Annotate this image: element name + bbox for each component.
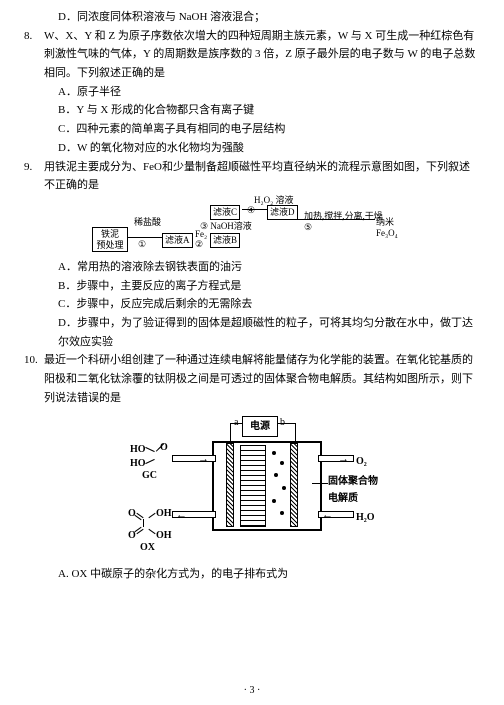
d1-label-naoh: ③ NaOH溶液 bbox=[200, 221, 252, 232]
q9-option-d: D．步骤中，为了验证得到的固体是超顺磁性的粒子，可将其均匀分散在水中，做丁达尔效… bbox=[24, 314, 480, 351]
q9-number: 9. bbox=[24, 158, 44, 195]
d2-gc-o: O bbox=[160, 439, 168, 456]
q9-flow-diagram: 铁泥 预处理 稀盐酸 ① 滤液A Fe₂ ② 滤液B 滤液C ④ H₂O₂ 溶液… bbox=[92, 199, 412, 254]
d2-membrane bbox=[240, 445, 266, 527]
d2-pipe-gc-in bbox=[172, 455, 216, 462]
d2-solid-line bbox=[312, 483, 328, 484]
q8-option-b: B．Y 与 X 形成的化合物都只含有离子键 bbox=[24, 101, 480, 120]
arrow-icon: ← bbox=[176, 506, 187, 525]
q9-stem: 用铁泥主要成分为、FeO和少量制备超顺磁性平均直径纳米的流程示意图如图，下列叙述… bbox=[44, 158, 480, 195]
q10-cell-diagram: 电源 a b → ← → ← HO O HO GC O OH O OH OX O… bbox=[112, 411, 392, 561]
d2-ox-bond bbox=[148, 513, 155, 518]
d2-ox-bond bbox=[148, 529, 155, 534]
arrow-icon: → bbox=[198, 450, 209, 469]
d2-ox-oh1: OH bbox=[156, 505, 172, 522]
q8-stem: W、X、Y 和 Z 为原子序数依次增大的四种短周期主族元素，W 与 X 可生成一… bbox=[44, 27, 480, 83]
page-number: · 3 · bbox=[0, 682, 504, 699]
d2-ox-label: OX bbox=[140, 539, 155, 556]
d2-wire-left-v bbox=[230, 423, 231, 443]
d2-cathode bbox=[290, 443, 298, 527]
d2-ox-bond bbox=[143, 519, 144, 527]
d2-anode bbox=[226, 443, 234, 527]
q8-option-c: C．四种元素的简单离子具有相同的电子层结构 bbox=[24, 120, 480, 139]
d1-label-hcl: 稀盐酸 bbox=[134, 217, 161, 228]
q9-stem-row: 9. 用铁泥主要成分为、FeO和少量制备超顺磁性平均直径纳米的流程示意图如图，下… bbox=[24, 158, 480, 195]
q8-option-d: D．W 的氧化物对应的水化物均为强酸 bbox=[24, 139, 480, 158]
q10-number: 10. bbox=[24, 351, 44, 407]
d1-box-fe3o4: 纳米Fe₃O₄ bbox=[376, 217, 412, 239]
d1-box-solA: 滤液A bbox=[162, 233, 193, 248]
q9-option-a: A．常用热的溶液除去钢铁表面的油污 bbox=[24, 258, 480, 277]
arrow-icon: ← bbox=[322, 506, 333, 525]
d1-line2 bbox=[242, 209, 267, 210]
d1-box-solC: 滤液C bbox=[210, 205, 240, 220]
q8-stem-row: 8. W、X、Y 和 Z 为原子序数依次增大的四种短周期主族元素，W 与 X 可… bbox=[24, 27, 480, 83]
d1-box-solB: 滤液B bbox=[210, 233, 240, 248]
d2-h2o: H₂O bbox=[356, 509, 375, 526]
q8-number: 8. bbox=[24, 27, 44, 83]
d1-label-4: ④ bbox=[247, 205, 255, 216]
d2-wire-left-h bbox=[230, 423, 242, 424]
d2-wire-right-h bbox=[278, 423, 296, 424]
q8-option-a: A．原子半径 bbox=[24, 83, 480, 102]
q9-option-c: C．步骤中，反应完成后剩余的无需除去 bbox=[24, 295, 480, 314]
d2-gc-bond bbox=[145, 459, 154, 464]
d1-circ2: ② bbox=[195, 239, 203, 250]
d2-o2: O₂ bbox=[356, 453, 367, 470]
q7-option-d: D．同浓度同体积溶液与 NaOH 溶液混合； bbox=[24, 8, 480, 27]
d2-solid: 固体聚合物 电解质 bbox=[328, 473, 378, 507]
q9-option-b: B．步骤中，主要反应的离子方程式是 bbox=[24, 277, 480, 296]
d2-gc-label: GC bbox=[142, 467, 157, 484]
d2-wire-right-v bbox=[295, 423, 296, 443]
d1-box-solD: 滤液D bbox=[267, 205, 298, 220]
d2-ox-oh2: OH bbox=[156, 527, 172, 544]
d1-line3 bbox=[297, 219, 375, 220]
d2-gc-bond bbox=[145, 447, 154, 452]
q10-stem-row: 10. 最近一个科研小组创建了一种通过连续电解将能量储存为化学能的装置。在氧化铊… bbox=[24, 351, 480, 407]
d1-label-heat: 加热,搅拌,分离,干燥 ⑤ bbox=[304, 211, 383, 233]
q10-stem: 最近一个科研小组创建了一种通过连续电解将能量储存为化学能的装置。在氧化铊基质的阳… bbox=[44, 351, 480, 407]
d1-box-pretreat: 铁泥 预处理 bbox=[92, 227, 128, 253]
q10-option-a: A. OX 中碳原子的杂化方式为，的电子排布式为 bbox=[24, 565, 480, 584]
d2-power: 电源 bbox=[242, 416, 278, 437]
d1-circ1: ① bbox=[138, 239, 146, 250]
d1-line1 bbox=[128, 237, 162, 238]
arrow-icon: → bbox=[338, 450, 349, 469]
